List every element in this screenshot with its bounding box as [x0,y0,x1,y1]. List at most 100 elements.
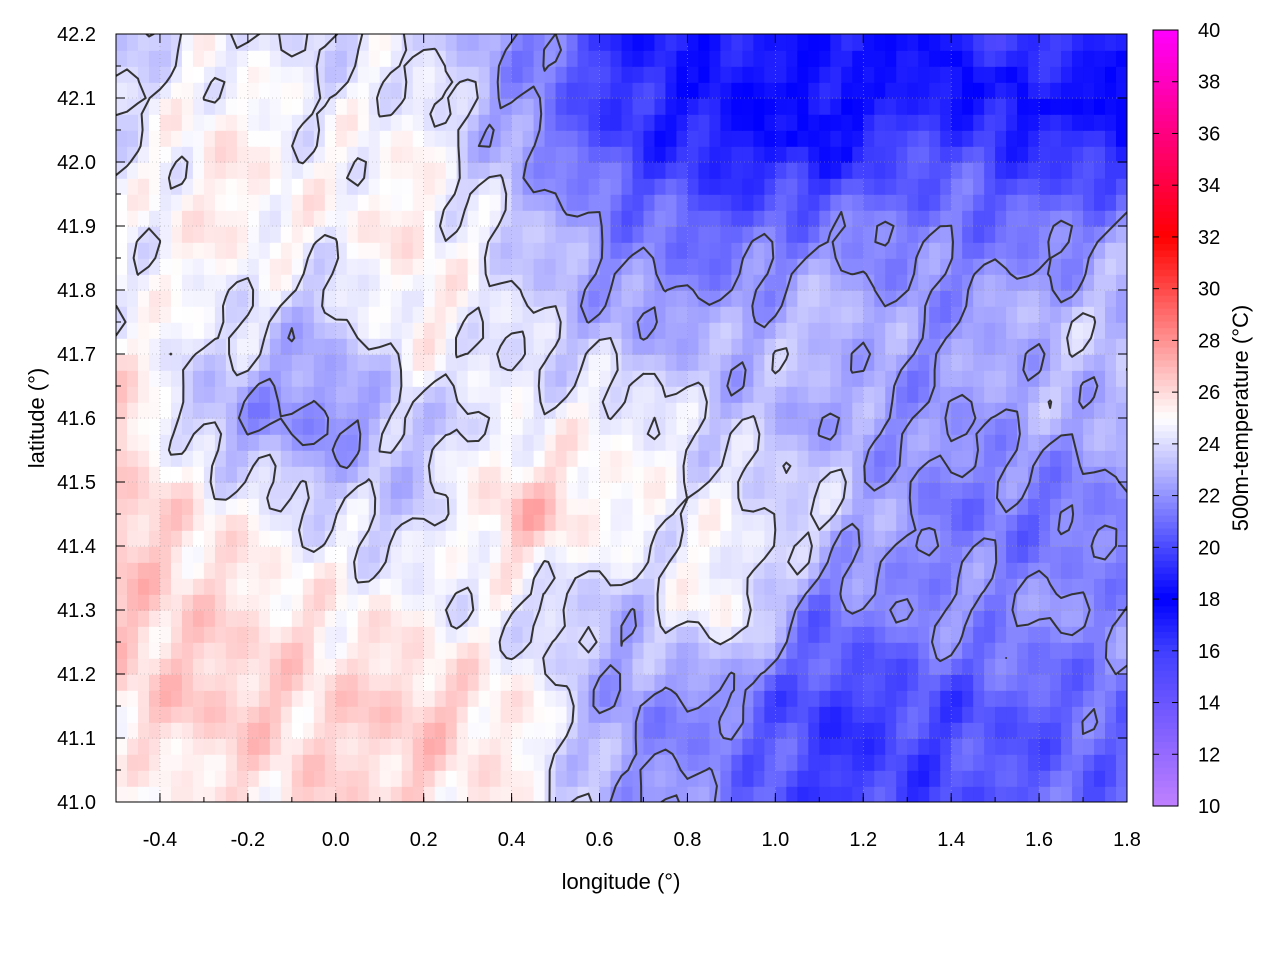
heatmap-cell [731,242,744,259]
heatmap-cell [753,770,766,787]
heatmap-cell [797,674,810,691]
heatmap-cell [907,194,920,211]
heatmap-cell [951,322,963,339]
heatmap-cell [1028,770,1040,787]
heatmap-cell [445,114,458,131]
heatmap-cell [984,82,996,99]
heatmap-cell [940,514,952,531]
heatmap-cell [863,402,876,419]
heatmap-cell [852,386,865,403]
heatmap-cell [709,706,722,723]
heatmap-cell [126,466,139,483]
heatmap-cell [346,402,359,419]
heatmap-cell [588,738,601,755]
heatmap-cell [874,738,887,755]
heatmap-cell [302,242,315,259]
heatmap-cell [907,66,920,83]
heatmap-cell [1017,530,1029,547]
heatmap-cell [170,354,183,371]
heatmap-cell [566,626,579,643]
heatmap-cell [896,162,909,179]
heatmap-cell [1083,290,1095,307]
heatmap-cell [302,418,315,435]
heatmap-cell [247,34,260,51]
heatmap-cell [390,786,403,802]
heatmap-cell [742,642,755,659]
heatmap-cell [247,146,260,163]
heatmap-cell [1094,482,1106,499]
heatmap-cell [753,162,766,179]
heatmap-cell [775,450,788,467]
heatmap-cell [445,66,458,83]
heatmap-cell [116,130,128,147]
heatmap-cell [445,626,458,643]
heatmap-cell [698,658,711,675]
heatmap-cell [566,34,579,51]
heatmap-cell [412,338,425,355]
heatmap-cell [423,114,436,131]
heatmap-cell [676,194,689,211]
heatmap-cell [896,386,909,403]
heatmap-cell [236,306,249,323]
heatmap-cell [357,162,370,179]
heatmap-cell [918,34,930,51]
heatmap-cell [742,514,755,531]
heatmap-cell [742,674,755,691]
heatmap-cell [412,626,425,643]
heatmap-cell [192,274,205,291]
heatmap-cell [533,786,546,802]
colorbar-segment [1153,566,1178,574]
heatmap-cell [632,578,645,595]
heatmap-cell [588,770,601,787]
heatmap-cell [1105,178,1117,195]
heatmap-cell [896,450,909,467]
heatmap-cell [819,466,832,483]
heatmap-cell [995,226,1007,243]
heatmap-cell [1105,594,1117,611]
heatmap-cell [1028,290,1040,307]
heatmap-cell [907,434,920,451]
heatmap-cell [434,98,447,115]
heatmap-cell [1116,498,1127,515]
heatmap-cell [1094,386,1106,403]
heatmap-cell [1061,66,1073,83]
heatmap-cell [753,146,766,163]
heatmap-cell [808,338,821,355]
heatmap-cell [148,466,161,483]
heatmap-cell [225,82,238,99]
heatmap-cell [610,738,623,755]
heatmap-cell [819,274,832,291]
heatmap-cell [1050,674,1062,691]
heatmap-cell [588,754,601,771]
heatmap-cell [302,34,315,51]
heatmap-cell [390,322,403,339]
heatmap-cell [1039,530,1051,547]
heatmap-cell [181,322,194,339]
heatmap-cell [555,546,568,563]
heatmap-cell [786,338,799,355]
heatmap-cell [621,562,634,579]
heatmap-cell [698,514,711,531]
heatmap-cell [676,546,689,563]
heatmap-cell [654,162,667,179]
heatmap-cell [357,546,370,563]
heatmap-cell [225,162,238,179]
heatmap-cell [478,466,491,483]
heatmap-cell [1017,178,1029,195]
heatmap-cell [434,146,447,163]
heatmap-cell [357,290,370,307]
heatmap-cell [764,594,777,611]
heatmap-cell [302,210,315,227]
heatmap-cell [511,722,524,739]
heatmap-cell [885,754,898,771]
heatmap-cell [907,242,920,259]
heatmap-cell [445,578,458,595]
heatmap-cell [1050,578,1062,595]
heatmap-cell [995,354,1007,371]
heatmap-cell [401,722,414,739]
heatmap-cell [489,770,502,787]
heatmap-cell [390,722,403,739]
heatmap-cell [1061,690,1073,707]
heatmap-cell [467,450,480,467]
heatmap-cell [566,274,579,291]
